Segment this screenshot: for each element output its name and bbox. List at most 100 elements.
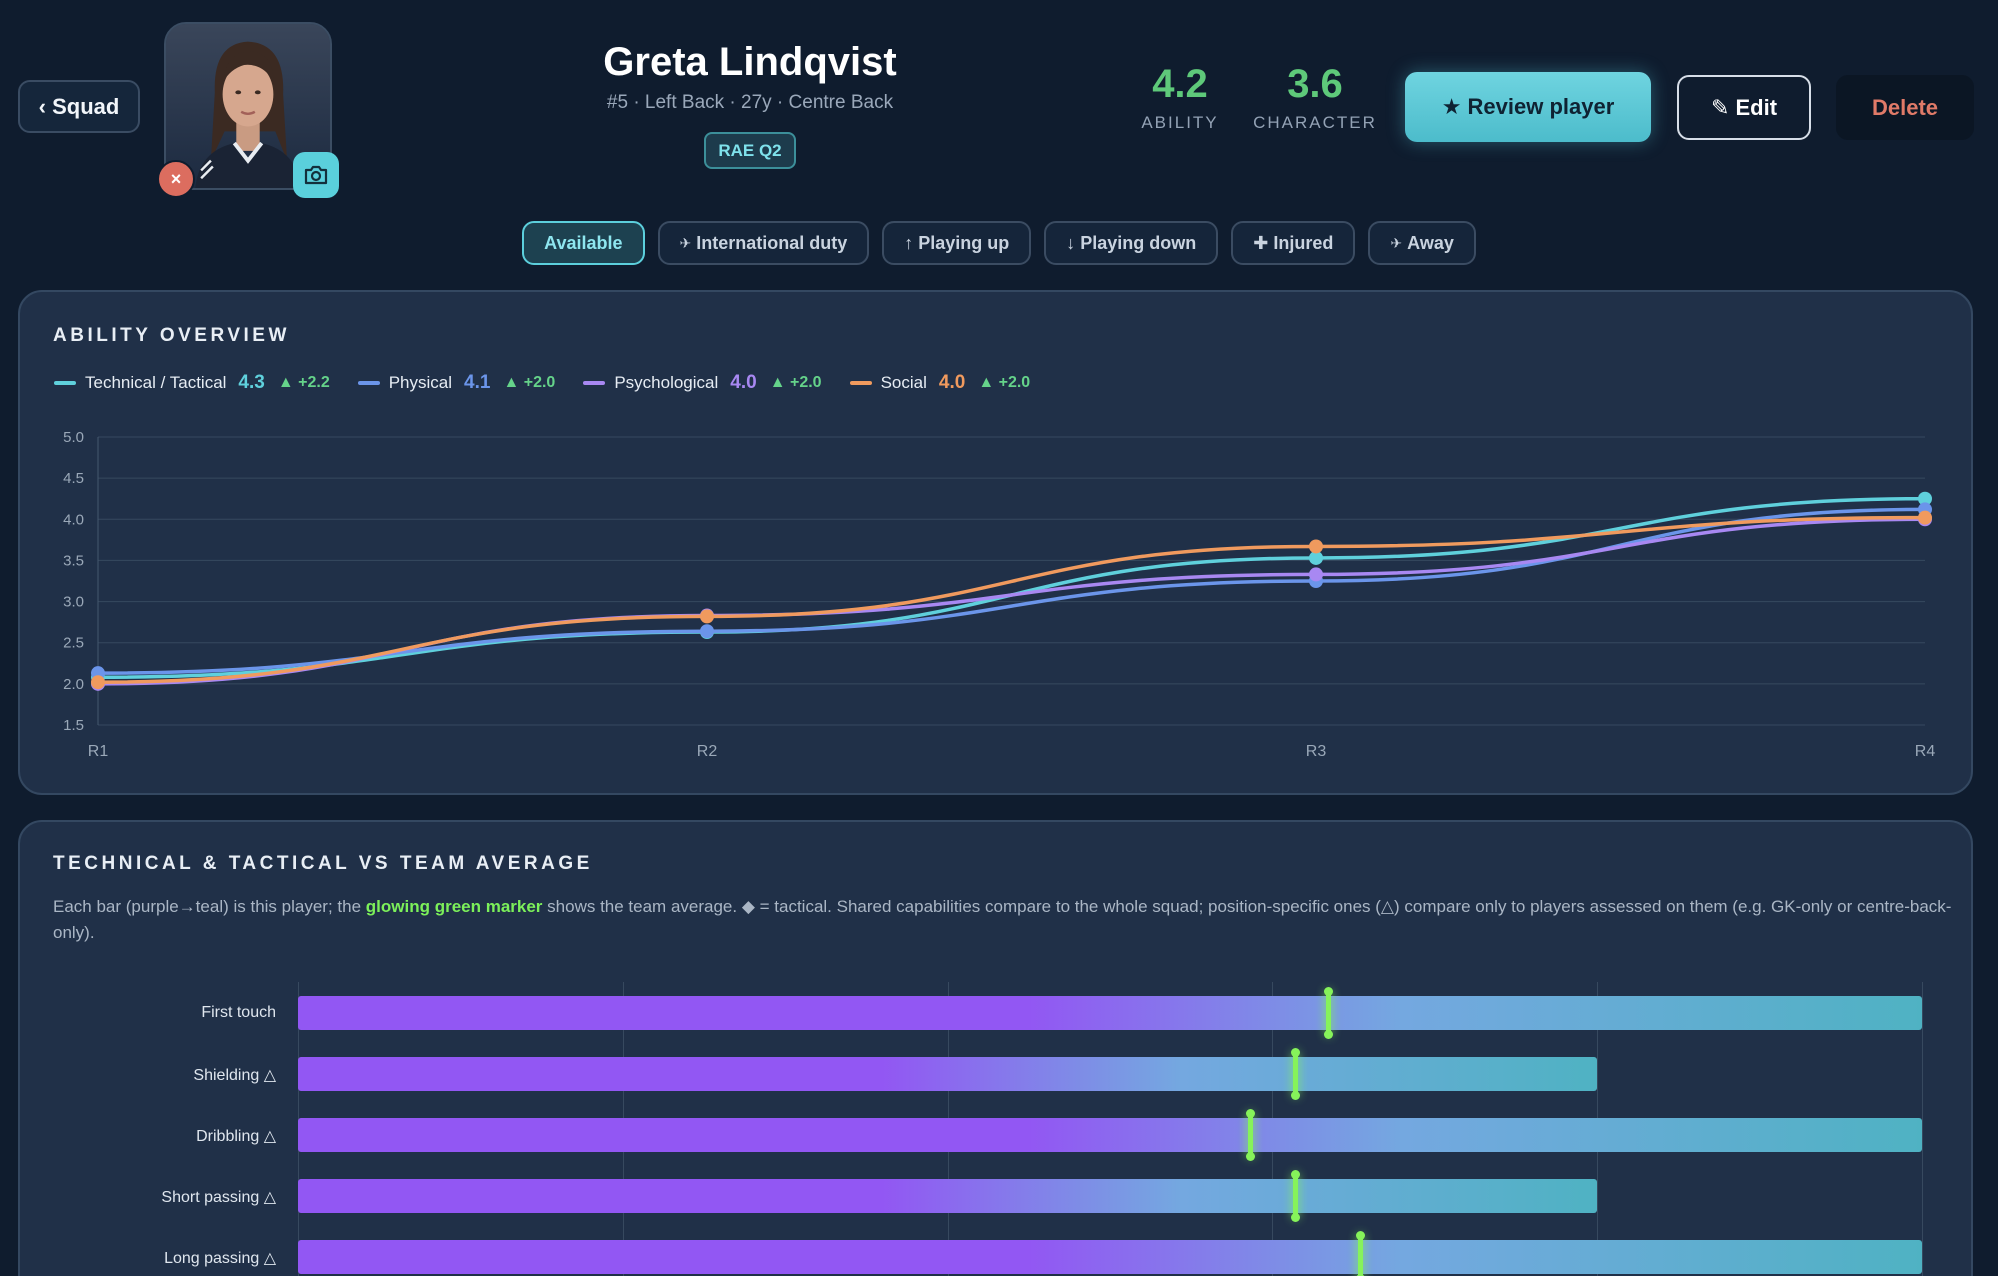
technical-tactical-title: TECHNICAL & TACTICAL VS TEAM AVERAGE (53, 853, 593, 874)
legend-social-name: Social (880, 373, 927, 392)
camera-icon (304, 165, 328, 185)
ability-value: 4.2 (1152, 62, 1208, 106)
bar-category-label: Shielding △ (193, 1067, 276, 1084)
status-international-duty[interactable]: ✈ International duty (657, 221, 870, 265)
x-tick-label: R1 (88, 743, 109, 760)
team-average-marker (1291, 1170, 1301, 1222)
arrow-down-icon: ↓ (1066, 232, 1076, 253)
series-line-technical (97, 496, 1926, 680)
technical-tactical-panel: TECHNICAL & TACTICAL VS TEAM AVERAGE Eac… (18, 820, 1973, 1276)
y-tick-label: 4.0 (63, 511, 84, 528)
review-player-button[interactable]: ★ Review player (1405, 72, 1651, 142)
bar-category-label: Long passing △ (164, 1250, 276, 1267)
series-line-social (97, 515, 1926, 684)
x-tick-label: R2 (697, 743, 718, 760)
legend-psychological-value: 4.0 (730, 372, 757, 393)
series-point-physical (700, 624, 714, 639)
x-tick-label: R4 (1915, 743, 1936, 760)
player-value-bar (298, 996, 1922, 1030)
desc-highlight: glowing green marker (365, 897, 543, 916)
availability-status-selector: Available ✈ International duty ↑ Playing… (0, 221, 1998, 265)
character-label: CHARACTER (1253, 113, 1377, 132)
player-value-bar (298, 1179, 1598, 1213)
series-line-physical (97, 507, 1926, 675)
back-to-squad-button[interactable]: ‹ Squad (18, 80, 140, 133)
status-away-label: Away (1407, 232, 1454, 253)
series-point-social (1918, 510, 1932, 525)
legend-physical-delta: ▲ +2.0 (503, 374, 556, 391)
player-photo (164, 22, 332, 190)
edit-button[interactable]: ✎ Edit (1677, 75, 1811, 140)
delete-button[interactable]: Delete (1836, 75, 1974, 140)
legend-technical-value: 4.3 (238, 372, 265, 393)
x-tick-label: R3 (1306, 743, 1327, 760)
ability-legend: Technical / Tactical 4.3 ▲ +2.2 Physical… (54, 372, 1030, 394)
arrow-up-icon: ↑ (904, 232, 914, 253)
legend-social: Social 4.0 ▲ +2.0 (849, 372, 1031, 394)
bar-category-label: Short passing △ (161, 1189, 276, 1206)
series-point-social (91, 675, 105, 690)
bar-gridline (1922, 982, 1923, 1276)
legend-physical: Physical 4.1 ▲ +2.0 (357, 372, 556, 394)
legend-physical-name: Physical (388, 373, 453, 392)
player-portrait-image (166, 24, 330, 188)
series-point-technical (1918, 491, 1932, 506)
legend-swatch-physical (357, 381, 380, 385)
y-tick-label: 3.0 (63, 594, 84, 611)
y-tick-label: 5.0 (63, 429, 84, 446)
desc-after: shows the team average. ◆ = tactical. Sh… (53, 897, 1952, 942)
legend-psychological-delta: ▲ +2.0 (769, 374, 822, 391)
legend-social-delta: ▲ +2.0 (978, 374, 1031, 391)
rae-badge: RAE Q2 (704, 132, 796, 169)
legend-psychological: Psychological 4.0 ▲ +2.0 (583, 372, 822, 394)
legend-swatch-social (849, 381, 872, 385)
status-available[interactable]: Available (522, 221, 645, 265)
ability-overview-title: ABILITY OVERVIEW (53, 325, 290, 346)
legend-swatch-psychological (583, 381, 606, 385)
status-away[interactable]: ✈ Away (1368, 221, 1476, 265)
ability-label: ABILITY (1141, 113, 1219, 132)
y-tick-label: 2.5 (63, 635, 84, 652)
y-tick-label: 1.5 (63, 717, 84, 734)
series-point-social (1309, 539, 1323, 554)
team-average-marker (1245, 1109, 1255, 1161)
series-point-social (700, 609, 714, 624)
status-playing-down[interactable]: ↓ Playing down (1044, 221, 1219, 265)
technical-tactical-description: Each bar (purple→teal) is this player; t… (53, 894, 1953, 946)
status-injured-label: Injured (1273, 232, 1334, 253)
team-average-marker (1356, 1231, 1366, 1276)
player-value-bar (298, 1118, 1922, 1152)
legend-swatch-technical (54, 381, 76, 385)
series-point-psychological (1309, 567, 1323, 582)
team-average-marker (1323, 987, 1333, 1039)
legend-physical-value: 4.1 (464, 372, 491, 393)
legend-technical-name: Technical / Tactical (85, 373, 227, 392)
bar-category-label: Dribbling △ (196, 1128, 276, 1145)
character-value: 3.6 (1287, 62, 1343, 106)
player-meta: #5 · Left Back · 27y · Centre Back (606, 92, 894, 113)
character-stat: 3.6 CHARACTER (1240, 62, 1390, 133)
remove-photo-button[interactable]: × (157, 160, 195, 198)
status-playing-down-label: Playing down (1080, 232, 1197, 253)
y-tick-label: 3.5 (63, 552, 84, 569)
y-tick-label: 4.5 (63, 470, 84, 487)
status-injured[interactable]: ✚ Injured (1231, 221, 1356, 265)
ability-stat: 4.2 ABILITY (1130, 62, 1230, 133)
status-international-duty-label: International duty (696, 232, 848, 253)
desc-before: Each bar (purple→teal) is this player; t… (53, 897, 366, 916)
bar-category-label: First touch (201, 1004, 276, 1021)
upload-photo-button[interactable] (293, 152, 339, 198)
legend-social-value: 4.0 (938, 372, 966, 393)
status-playing-up[interactable]: ↑ Playing up (882, 221, 1032, 265)
team-average-marker (1291, 1048, 1301, 1100)
player-value-bar (298, 1057, 1598, 1091)
legend-technical: Technical / Tactical 4.3 ▲ +2.2 (54, 372, 330, 394)
ability-overview-panel: ABILITY OVERVIEW Technical / Tactical 4.… (18, 290, 1973, 795)
player-name: Greta Lindqvist (603, 40, 897, 84)
status-available-label: Available (544, 232, 623, 253)
legend-psychological-name: Psychological (614, 373, 719, 392)
plane-icon: ✈ (679, 234, 692, 251)
ability-line-chart: 5.0 4.5 4.0 3.5 3.0 2.5 2.0 1.5R1 R2 R3 R4 (63, 429, 1936, 760)
status-playing-up-label: Playing up (918, 232, 1010, 253)
plane-icon: ✈ (1390, 234, 1403, 251)
